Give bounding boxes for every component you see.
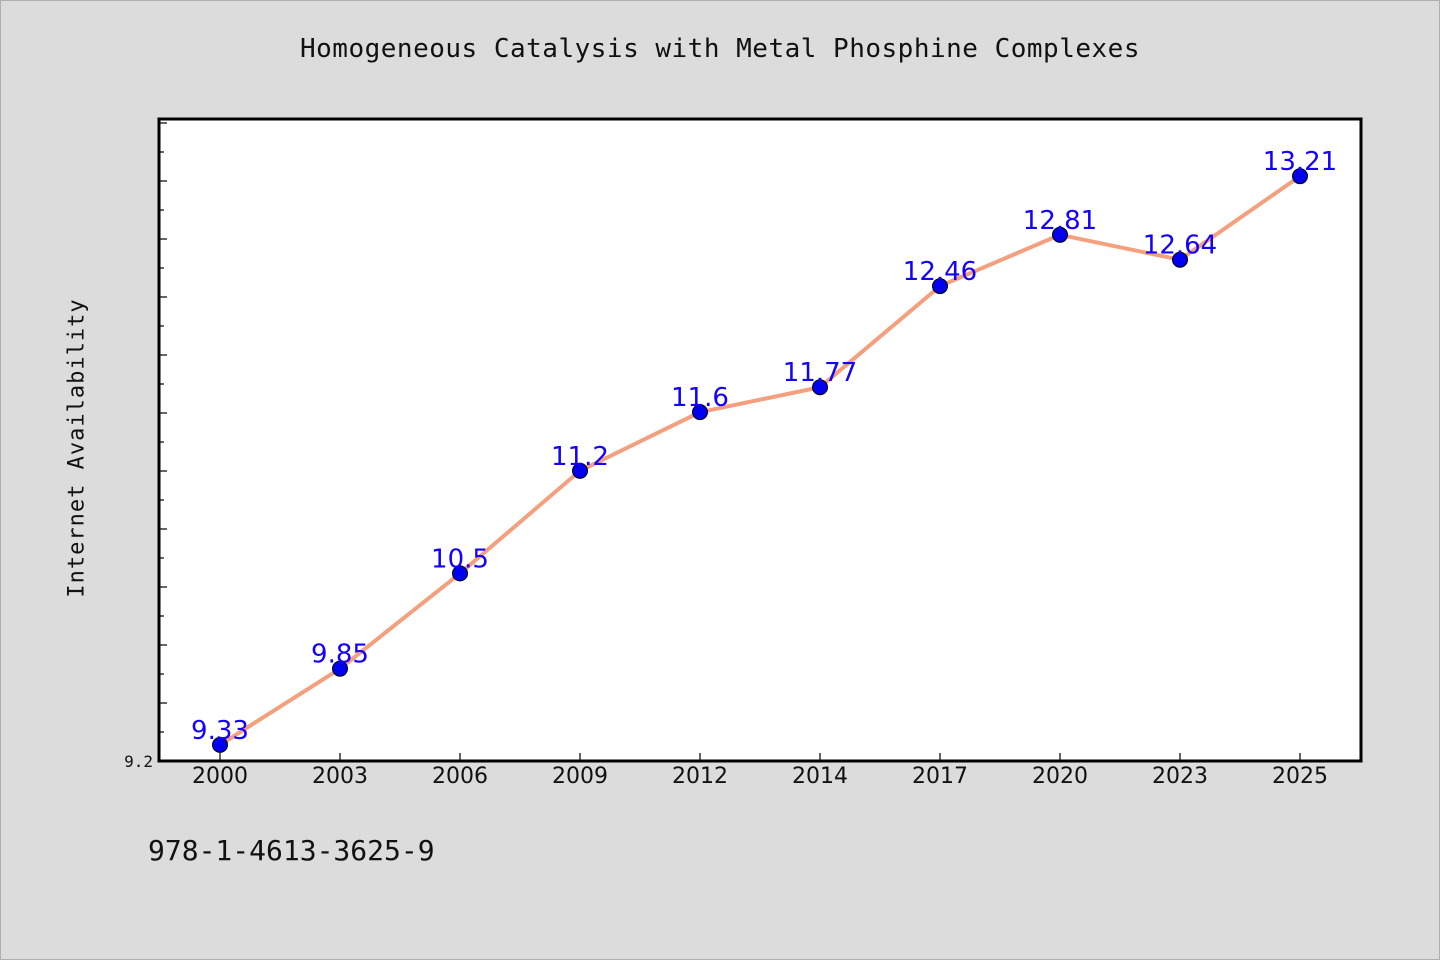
data-point (452, 565, 468, 582)
data-point (692, 404, 708, 421)
data-label: 9.85 (311, 640, 369, 670)
data-label: 10.5 (431, 544, 489, 574)
x-tick-label: 2023 (1152, 764, 1208, 789)
data-label: 11.6 (671, 383, 729, 413)
x-tick-label: 2003 (312, 764, 368, 789)
chart-title: Homogeneous Catalysis with Metal Phosphi… (300, 34, 1140, 64)
x-axis-ticks: 2000 2003 2006 2009 2012 2014 2017 2020 2023 2025 (192, 753, 1328, 789)
series-line (218, 174, 1302, 747)
x-tick-label: 2014 (792, 764, 848, 789)
data-point (1292, 168, 1308, 185)
data-label: 12.81 (1023, 206, 1097, 236)
data-label: 9.33 (191, 716, 249, 746)
data-point (212, 736, 228, 753)
data-point (812, 379, 828, 396)
data-point (332, 660, 348, 677)
data-label: 12.64 (1143, 231, 1217, 261)
x-tick-label: 2017 (912, 764, 968, 789)
x-tick-label: 2006 (432, 764, 488, 789)
x-tick-label: 2000 (192, 764, 248, 789)
data-label: 13.21 (1263, 147, 1337, 177)
x-tick-label: 2025 (1272, 764, 1328, 789)
x-tick-label: 2020 (1032, 764, 1088, 789)
data-label: 11.77 (783, 358, 857, 388)
y-tick-label: 9.2 (124, 752, 153, 771)
data-point (1052, 226, 1068, 243)
data-label: 12.46 (903, 257, 977, 287)
data-point (932, 278, 948, 295)
data-point (1172, 251, 1188, 268)
data-label: 11.2 (551, 442, 609, 472)
x-tick-label: 2012 (672, 764, 728, 789)
series-line-layer (218, 174, 1302, 747)
marker-layer (212, 168, 1308, 753)
data-point (572, 462, 588, 479)
x-tick-label: 2009 (552, 764, 608, 789)
isbn-note: 978-1-4613-3625-9 (148, 834, 435, 867)
data-label-layer: 9.33 9.85 10.5 11.2 11.6 11.77 12.46 12.81 12.64… (191, 147, 1337, 746)
y-axis-ticks: 9.2 (124, 122, 167, 771)
